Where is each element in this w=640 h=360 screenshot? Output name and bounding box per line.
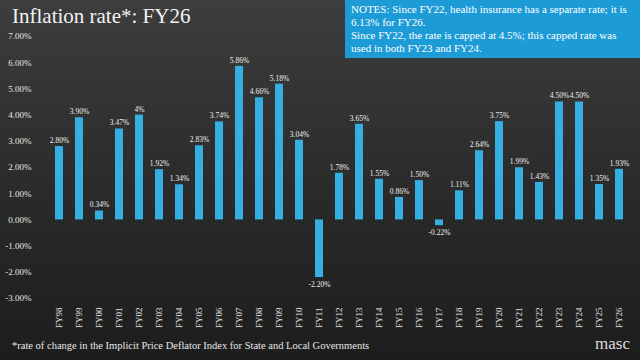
svg-text:1.99%: 1.99%: [510, 157, 529, 166]
svg-text:4.66%: 4.66%: [250, 87, 269, 96]
svg-text:3.65%: 3.65%: [350, 114, 369, 123]
svg-text:FY10: FY10: [294, 307, 304, 328]
svg-text:4%: 4%: [135, 105, 145, 114]
svg-text:0.00%: 0.00%: [8, 215, 32, 225]
svg-text:FY06: FY06: [214, 307, 224, 328]
svg-text:FY19: FY19: [474, 307, 484, 328]
svg-text:3.04%: 3.04%: [290, 130, 309, 139]
html-text:masc: masc: [595, 334, 630, 353]
svg-text:3.00%: 3.00%: [8, 136, 32, 146]
svg-text:FY08: FY08: [254, 307, 264, 328]
svg-text:FY20: FY20: [494, 307, 504, 328]
svg-text:-0.22%: -0.22%: [429, 228, 451, 237]
svg-text:2.00%: 2.00%: [8, 162, 32, 172]
svg-text:FY24: FY24: [574, 307, 584, 328]
svg-text:FY21: FY21: [514, 308, 524, 329]
svg-text:6.00%: 6.00%: [8, 58, 32, 68]
svg-text:FY05: FY05: [194, 307, 204, 328]
svg-text:1.43%: 1.43%: [530, 172, 549, 181]
svg-text:-2.20%: -2.20%: [309, 280, 331, 289]
svg-text:3.75%: 3.75%: [490, 111, 509, 120]
svg-text:7.00%: 7.00%: [8, 31, 32, 41]
svg-text:FY11: FY11: [314, 308, 324, 328]
svg-text:3.90%: 3.90%: [70, 107, 89, 116]
html-text:Inflation rate*: FY26: Inflation rate*: FY26: [12, 4, 191, 28]
svg-text:1.78%: 1.78%: [330, 163, 349, 172]
svg-text:FY15: FY15: [394, 307, 404, 328]
svg-text:FY04: FY04: [174, 307, 184, 328]
svg-text:-1.00%: -1.00%: [5, 241, 32, 251]
svg-text:FY03: FY03: [154, 307, 164, 328]
svg-text:3.47%: 3.47%: [110, 118, 129, 127]
svg-text:2.80%: 2.80%: [50, 136, 69, 145]
svg-text:2.64%: 2.64%: [470, 140, 489, 149]
svg-text:FY12: FY12: [334, 308, 344, 329]
svg-text:1.92%: 1.92%: [150, 159, 169, 168]
svg-text:FY16: FY16: [414, 307, 424, 328]
svg-text:1.00%: 1.00%: [8, 189, 32, 199]
svg-text:0.34%: 0.34%: [90, 200, 109, 209]
svg-text:FY09: FY09: [274, 307, 284, 328]
svg-text:-3.00%: -3.00%: [5, 293, 32, 303]
svg-text:1.93%: 1.93%: [610, 159, 629, 168]
svg-text:FY02: FY02: [134, 308, 144, 329]
svg-text:FY13: FY13: [354, 307, 364, 328]
svg-text:1.34%: 1.34%: [170, 174, 189, 183]
svg-text:5.00%: 5.00%: [8, 84, 32, 94]
svg-text:1.35%: 1.35%: [590, 174, 609, 183]
svg-text:5.18%: 5.18%: [270, 74, 289, 83]
svg-text:FY18: FY18: [454, 307, 464, 328]
svg-text:FY26: FY26: [614, 307, 624, 328]
svg-text:3.74%: 3.74%: [210, 111, 229, 120]
svg-text:FY07: FY07: [234, 307, 244, 328]
svg-text:FY22: FY22: [534, 308, 544, 329]
svg-text:1.50%: 1.50%: [410, 170, 429, 179]
svg-text:0.86%: 0.86%: [390, 187, 409, 196]
svg-text:5.86%: 5.86%: [230, 56, 249, 65]
svg-text:FY25: FY25: [594, 307, 604, 328]
svg-text:1.11%: 1.11%: [450, 180, 469, 189]
svg-text:-2.00%: -2.00%: [5, 267, 32, 277]
svg-text:FY23: FY23: [554, 307, 564, 328]
svg-text:4.00%: 4.00%: [8, 110, 32, 120]
svg-text:1.55%: 1.55%: [370, 169, 389, 178]
svg-text:FY98: FY98: [54, 307, 64, 328]
svg-text:FY14: FY14: [374, 307, 384, 328]
svg-text:FY01: FY01: [114, 308, 124, 329]
svg-text:2.83%: 2.83%: [190, 135, 209, 144]
svg-text:FY99: FY99: [74, 307, 84, 328]
svg-text:4.50%: 4.50%: [570, 91, 589, 100]
html-text:*rate of change in the Implici: *rate of change in the Implicit Price De…: [12, 340, 370, 351]
svg-text:FY00: FY00: [94, 307, 104, 328]
svg-text:4.50%: 4.50%: [550, 91, 569, 100]
html-text:NOTES: Since FY22, health insu: NOTES: Since FY22, health insurance has …: [351, 3, 627, 28]
html-text:Since FY22, the rate is capped: Since FY22, the rate is capped at 4.5%; …: [351, 29, 617, 54]
svg-text:FY17: FY17: [434, 307, 444, 328]
